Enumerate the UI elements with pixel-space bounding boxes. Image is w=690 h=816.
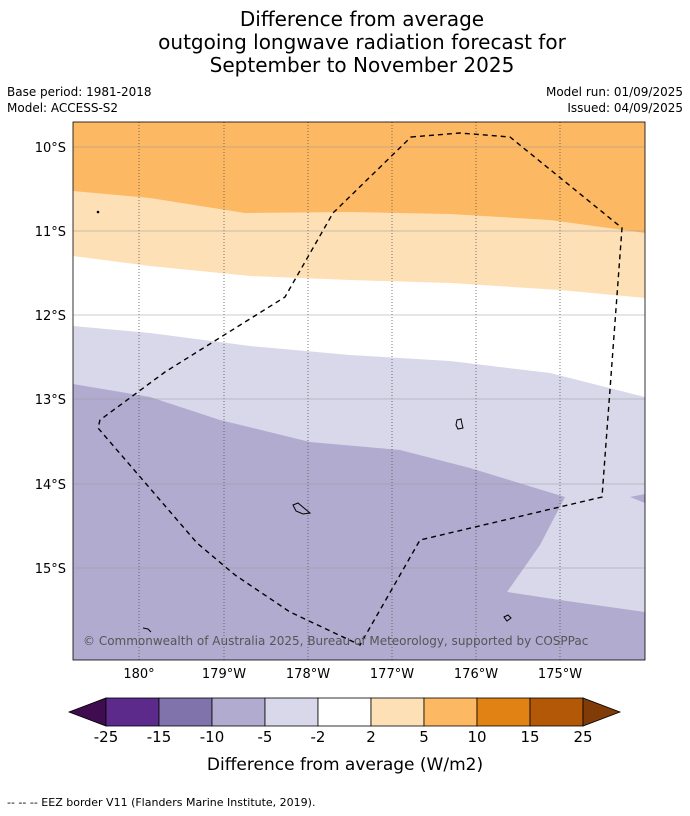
meta-left: Base period: 1981-2018 Model: ACCESS-S2 bbox=[7, 84, 152, 116]
lat-tick: 14°S bbox=[35, 478, 66, 493]
colorbar-segment bbox=[529, 697, 584, 727]
title-line-2: outgoing longwave radiation forecast for bbox=[158, 30, 566, 54]
base-period: Base period: 1981-2018 bbox=[7, 85, 152, 99]
lon-tick: 180° bbox=[123, 667, 154, 682]
colorbar-segment bbox=[158, 697, 213, 727]
title-line-3: September to November 2025 bbox=[209, 53, 515, 77]
map-area bbox=[73, 122, 645, 660]
map-frame bbox=[72, 121, 646, 661]
band-orange bbox=[73, 122, 645, 233]
colorbar-tick-label: 2 bbox=[366, 728, 376, 746]
band-lavender bbox=[73, 384, 645, 660]
colorbar-segment bbox=[317, 697, 372, 727]
lon-tick: 177°W bbox=[370, 667, 414, 682]
lat-tick: 13°S bbox=[35, 393, 66, 408]
meta-right: Model run: 01/09/2025 Issued: 04/09/2025 bbox=[546, 84, 683, 116]
colorbar-tick-label: 5 bbox=[419, 728, 429, 746]
lat-tick: 15°S bbox=[35, 562, 66, 577]
lat-tick: 10°S bbox=[35, 141, 66, 156]
island-futuna bbox=[292, 502, 312, 515]
colorbar-extend-high bbox=[582, 697, 622, 727]
colorbar-segment bbox=[105, 697, 160, 727]
colorbar-tick-label: -5 bbox=[258, 728, 273, 746]
island-wallis bbox=[455, 418, 464, 430]
colorbar-tick-label: -2 bbox=[311, 728, 326, 746]
island-sw bbox=[142, 627, 152, 633]
lon-ticks: 180° 179°W 178°W 177°W 176°W 175°W bbox=[123, 667, 582, 682]
island-south bbox=[503, 614, 512, 622]
colorbar-tick-label: -10 bbox=[200, 728, 225, 746]
eez-border bbox=[97, 132, 623, 646]
colorbar-segment bbox=[370, 697, 425, 727]
colorbar-label: Difference from average (W/m2) bbox=[207, 755, 483, 775]
issued-date: Issued: 04/09/2025 bbox=[567, 101, 683, 115]
colorbar-tick-label: 15 bbox=[520, 728, 539, 746]
colorbar-tick-label: -15 bbox=[147, 728, 172, 746]
lon-tick: 179°W bbox=[202, 667, 246, 682]
colorbar-ticks: -25 -15 -10 -5 -2 2 5 10 15 25 bbox=[94, 728, 593, 746]
colorbar-segment bbox=[476, 697, 531, 727]
copyright-note: © Commonwealth of Australia 2025, Bureau… bbox=[83, 634, 588, 648]
lon-tick: 176°W bbox=[454, 667, 498, 682]
colorbar bbox=[67, 697, 622, 727]
islands bbox=[96, 210, 512, 633]
model-name: Model: ACCESS-S2 bbox=[7, 101, 119, 115]
title-line-1: Difference from average bbox=[239, 7, 485, 31]
island-north bbox=[96, 210, 100, 214]
gridlines bbox=[73, 122, 645, 660]
lat-tick: 11°S bbox=[35, 225, 66, 240]
colorbar-tick-label: 10 bbox=[467, 728, 486, 746]
chart-title: Difference from average outgoing longwav… bbox=[0, 8, 690, 77]
footer-note: -- -- -- EEZ border V11 (Flanders Marine… bbox=[7, 796, 316, 809]
lat-tick: 12°S bbox=[35, 309, 66, 324]
lon-tick: 178°W bbox=[286, 667, 330, 682]
band-lavender-east bbox=[630, 494, 645, 503]
colorbar-tick-label: -25 bbox=[94, 728, 119, 746]
lat-ticks: 10°S 11°S 12°S 13°S 14°S 15°S bbox=[35, 141, 66, 577]
colorbar-tick-label: 25 bbox=[573, 728, 592, 746]
model-run: Model run: 01/09/2025 bbox=[545, 85, 683, 99]
colorbar-segment bbox=[211, 697, 266, 727]
lon-tick: 175°W bbox=[538, 667, 582, 682]
colorbar-segment bbox=[264, 697, 319, 727]
colorbar-segment bbox=[423, 697, 478, 727]
colorbar-extend-low bbox=[67, 697, 107, 727]
